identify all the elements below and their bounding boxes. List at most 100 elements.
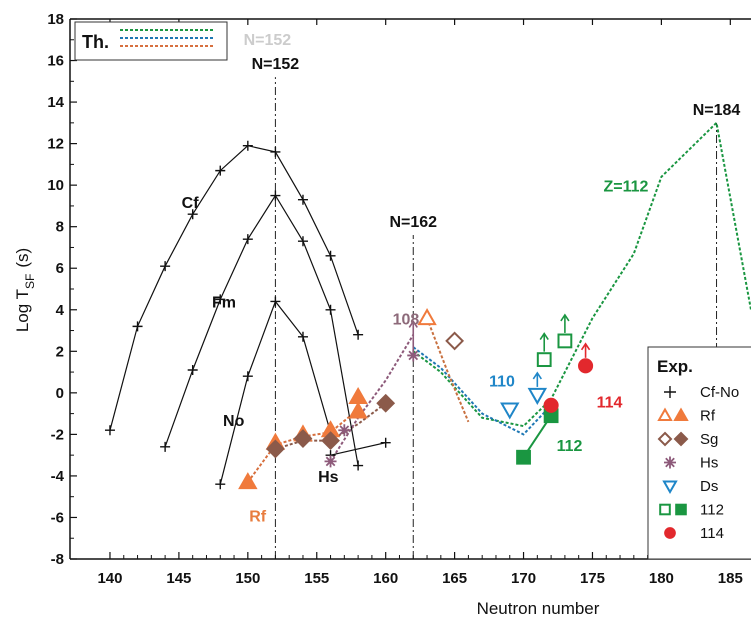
experiment-legend: Exp. Cf-No Rf Sg Hs Ds 112 114: [647, 346, 751, 560]
triangle-marker: [348, 401, 368, 419]
triangle-marker: [673, 407, 689, 421]
x-tick-label: 145: [166, 570, 191, 587]
diamond-marker: [445, 331, 465, 351]
lower-limit-arrowhead: [580, 342, 591, 351]
x-tick-label: 170: [511, 570, 536, 587]
series-annotation: Cf: [182, 195, 200, 212]
plus-marker: [270, 190, 281, 201]
reference-lines: N=152 N=152 N=162 N=184: [244, 32, 741, 559]
reference-line-label: N=184: [693, 102, 741, 119]
plus-marker: [242, 371, 253, 382]
asterisk-marker: [338, 424, 351, 437]
legend-entry-label: Ds: [700, 478, 718, 495]
series-annotation: Hs: [318, 469, 339, 486]
y-axis-label-sub: SF: [23, 274, 37, 289]
series-annotation: Fm: [212, 295, 236, 312]
x-tick-label: 150: [235, 570, 260, 587]
theory-curve: [329, 334, 415, 462]
legend-entry-label: 112: [700, 502, 724, 519]
diamond-marker: [376, 393, 396, 413]
plus-marker: [215, 294, 226, 305]
square-marker: [516, 449, 531, 465]
diamond-marker: [293, 429, 313, 448]
y-tick-label: 14: [47, 94, 64, 111]
axes: -8 -6 -4 -2 0 2 4 6 8 10 12 14 16 18 140 145 150 155 160 16…: [47, 11, 745, 587]
circle-marker: [543, 397, 559, 413]
y-axis-label-main: Log T: [13, 289, 32, 332]
triangle-marker: [238, 472, 258, 490]
plus-marker: [353, 460, 364, 471]
down-triangle-marker: [527, 387, 548, 405]
plus-marker: [325, 250, 336, 261]
y-tick-label: 2: [56, 343, 64, 360]
theory-curve: [426, 317, 470, 423]
x-tick-label: 180: [649, 570, 674, 587]
plus-marker: [353, 329, 364, 340]
experimental-line: [164, 194, 359, 466]
series-annotation: No: [223, 413, 245, 430]
reference-line-ghost-label: N=152: [244, 32, 292, 49]
lower-limit-arrowhead: [408, 320, 418, 328]
series-annotation: 112: [557, 438, 583, 455]
triangle-marker: [348, 386, 368, 404]
y-tick-label: 0: [56, 385, 64, 402]
y-tick-label: 18: [47, 11, 64, 28]
diamond-marker: [321, 431, 340, 451]
legend-entry-label: Rf: [700, 408, 716, 425]
y-axis-label-unit: (s): [13, 248, 32, 268]
experiment-legend-title: Exp.: [657, 357, 693, 376]
plus-marker: [270, 296, 281, 307]
diamond-marker: [657, 431, 673, 447]
theory-legend-title: Th.: [82, 32, 109, 52]
x-tick-label: 155: [304, 570, 329, 587]
series-annotation: Rf: [249, 509, 267, 526]
plus-marker: [104, 425, 115, 436]
x-tick-label: 165: [442, 570, 467, 587]
y-tick-label: 10: [47, 177, 64, 194]
theory-legend: Th.: [74, 21, 228, 61]
down-triangle-marker: [500, 402, 520, 420]
plus-marker: [242, 234, 253, 245]
experimental-line: [330, 442, 386, 456]
x-axis-label: Neutron number: [477, 599, 600, 618]
legend-entry-label: Sg: [700, 431, 718, 448]
y-tick-label: 16: [47, 53, 64, 70]
experimental-markers: [104, 140, 594, 490]
square-marker: [536, 352, 552, 368]
x-tick-label: 160: [373, 570, 398, 587]
plus-marker: [187, 209, 198, 220]
y-tick-label: -2: [51, 426, 64, 443]
reference-line-label: N=152: [252, 56, 300, 73]
reference-line-label: N=162: [389, 214, 437, 231]
plus-marker: [270, 146, 281, 157]
square-marker: [675, 503, 687, 516]
experimental-line: [109, 145, 359, 431]
plus-marker: [297, 236, 308, 247]
x-tick-label: 185: [718, 570, 743, 587]
series-annotation: Z=112: [603, 178, 648, 195]
series-annotation: 110: [489, 374, 515, 391]
legend-entry-label: 114: [700, 525, 724, 542]
theory-curve: [412, 346, 552, 436]
x-tick-label: 140: [97, 570, 122, 587]
y-tick-label: 12: [47, 136, 64, 153]
plus-marker: [160, 441, 171, 452]
plus-marker: [380, 437, 391, 448]
plus-marker: [242, 140, 253, 151]
lower-limit-arrowhead: [539, 332, 549, 341]
legend-entry-label: Hs: [700, 455, 718, 472]
circle-marker: [664, 527, 676, 539]
asterisk-marker: [407, 349, 420, 362]
plus-marker: [664, 386, 676, 398]
annotations: Cf Fm No Hs Rf 108 110 Z=112 112 114: [182, 178, 649, 525]
legend-entry-label: Cf-No: [700, 384, 739, 401]
series-annotation: 108: [393, 311, 420, 328]
down-triangle-marker: [662, 480, 678, 495]
plus-marker: [297, 331, 308, 342]
y-tick-label: 6: [56, 260, 64, 277]
y-tick-label: -6: [51, 509, 64, 526]
square-marker: [659, 503, 671, 516]
plus-marker: [132, 321, 143, 332]
square-marker: [557, 333, 573, 349]
